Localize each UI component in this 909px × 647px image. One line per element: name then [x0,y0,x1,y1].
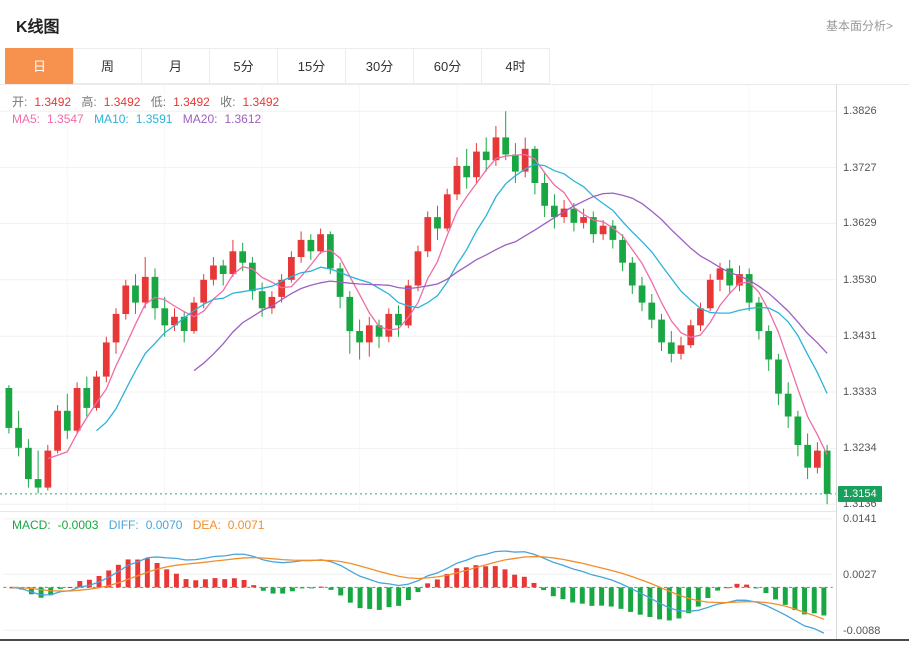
chart-area: 开: 1.3492 高: 1.3492 低: 1.3492 收: 1.3492 MA5:… [0,85,909,639]
diff-label: DIFF: [108,518,139,532]
macd-axis-label: -0.0088 [843,625,881,637]
bottom-divider [0,639,909,641]
ma5-value: 1.3547 [47,112,84,126]
low-value: 1.3492 [173,95,210,109]
open-value: 1.3492 [34,95,72,109]
period-tab-0[interactable]: 日 [5,48,74,84]
period-tab-5[interactable]: 30分 [345,48,414,84]
period-tab-2[interactable]: 月 [141,48,210,84]
fundamental-analysis-link[interactable]: 基本面分析> [825,18,893,33]
macd-label: MACD: [12,518,51,532]
candlestick-chart[interactable] [0,85,836,511]
ma10-line [96,163,828,432]
period-tab-bar: 日周月 5分 15分 30分 60分 4时 [0,48,909,85]
price-axis-label: 1.3727 [843,162,877,174]
ma10-value: 1.3591 [135,112,173,126]
candles-group [5,111,831,505]
close-value: 1.3492 [242,95,280,109]
diff-line [12,550,825,634]
macd-value: -0.0003 [57,518,99,532]
ma5-line [47,153,828,460]
plot-region: 开: 1.3492 高: 1.3492 低: 1.3492 收: 1.3492 MA5:… [0,85,836,638]
macd-legend: MACD: -0.0003 DIFF: 0.0070 DEA: 0.0071 [12,518,271,532]
ma-legend: MA5: 1.3547 MA10: 1.3591 MA20: 1.3612 [12,112,268,126]
period-tab-1[interactable]: 周 [73,48,142,84]
ma20-line [193,192,828,372]
dea-line [12,555,825,620]
open-label: 开: [12,95,28,109]
price-axis-label: 1.3629 [843,217,877,229]
close-label: 收: [220,95,236,109]
diff-value: 0.0070 [145,518,183,532]
last-price-tag: 1.3154 [838,486,882,502]
period-tab-7[interactable]: 4时 [481,48,550,84]
price-axis-label: 1.3826 [843,105,877,117]
macd-axis-label: 0.0027 [843,569,877,581]
price-axis-label: 1.3333 [843,386,877,398]
dea-label: DEA: [192,518,221,532]
price-axis-label: 1.3234 [843,442,877,454]
grid-lines [0,85,836,511]
macd-histogram [9,558,827,621]
period-tab-6[interactable]: 60分 [413,48,482,84]
page-title: K线图 [16,19,60,36]
price-axis: 1.3826 1.3727 1.3629 1.3530 1.3431 1.3333 1.32… [836,85,909,639]
ma5-label: MA5: [12,112,41,126]
ohlc-legend: 开: 1.3492 高: 1.3492 低: 1.3492 收: 1.3492 [12,93,286,110]
dea-value: 0.0071 [227,518,265,532]
high-label: 高: [81,95,97,109]
macd-axis-label: 0.0141 [843,513,877,525]
high-value: 1.3492 [103,95,141,109]
ma10-label: MA10: [94,112,129,126]
ma20-value: 1.3612 [224,112,262,126]
period-tab-4[interactable]: 15分 [277,48,346,84]
price-axis-label: 1.3530 [843,274,877,286]
low-label: 低: [150,95,167,109]
period-tab-3[interactable]: 5分 [209,48,278,84]
ma20-label: MA20: [182,112,218,126]
price-axis-label: 1.3431 [843,330,877,342]
header: K线图 基本面分析> [0,0,909,48]
macd-chart[interactable] [0,511,836,638]
